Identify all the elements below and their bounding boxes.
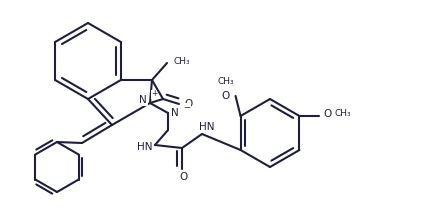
Text: N: N (171, 108, 179, 118)
Text: +: + (151, 90, 157, 99)
Text: N: N (139, 95, 147, 105)
Text: O: O (184, 99, 192, 109)
Text: CH₃: CH₃ (334, 109, 351, 118)
Text: O: O (222, 91, 230, 101)
Text: CH₃: CH₃ (217, 76, 234, 86)
Text: O: O (323, 109, 332, 119)
Text: HN: HN (137, 142, 153, 152)
Text: −: − (183, 103, 190, 112)
Text: CH₃: CH₃ (173, 57, 190, 65)
Text: O: O (179, 172, 187, 182)
Text: HN: HN (199, 122, 215, 132)
